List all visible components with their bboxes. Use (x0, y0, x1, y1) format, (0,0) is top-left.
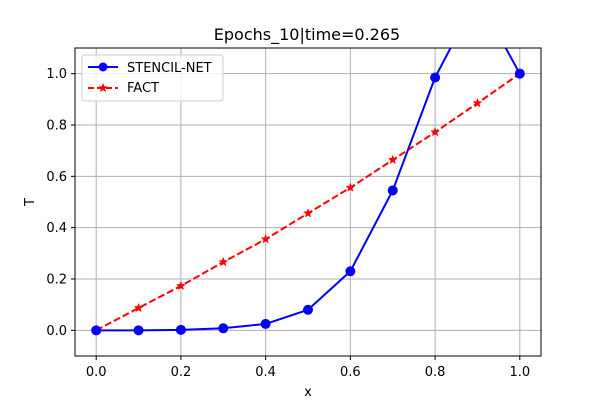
data-point-fact (387, 154, 398, 165)
data-point-fact (175, 280, 186, 291)
data-point-fact (430, 126, 441, 137)
data-point-stencil-net (218, 323, 229, 334)
y-tick-label: 0.8 (46, 119, 67, 134)
data-point-fact (345, 182, 356, 192)
data-point-stencil-net (430, 72, 441, 83)
data-point-stencil-net (133, 325, 144, 336)
data-point-fact (472, 97, 483, 108)
x-tick-label: 0.6 (340, 365, 361, 380)
legend-label-stencil-net: STENCIL-NET (127, 61, 212, 76)
data-point-fact (218, 256, 229, 267)
legend-marker-stencil-net (98, 62, 108, 72)
x-tick-label: 0.8 (425, 365, 446, 380)
x-tick-label: 1.0 (509, 365, 530, 380)
x-tick-label: 0.2 (171, 365, 192, 380)
data-point-fact (260, 234, 271, 244)
data-point-stencil-net (303, 304, 313, 315)
x-tick-label: 0.0 (86, 365, 107, 380)
data-point-stencil-net (91, 325, 102, 336)
y-tick-label: 0.4 (46, 221, 67, 236)
data-point-stencil-net (473, 0, 482, 1)
y-tick-label: 0.0 (46, 324, 67, 339)
x-axis-label: x (304, 385, 312, 400)
series-line-stencil-net (96, 48, 521, 332)
data-point-stencil-net (387, 185, 398, 196)
data-point-stencil-net (260, 318, 271, 329)
plot-frame (74, 47, 542, 357)
legend-marker-fact (98, 82, 108, 93)
data-point-stencil-net (514, 68, 525, 79)
y-tick-label: 1.0 (46, 67, 67, 82)
y-tick-label: 0.6 (46, 170, 67, 185)
legend: STENCIL-NET FACT (81, 54, 224, 102)
data-point-stencil-net (175, 324, 186, 335)
axis-ticks: 0.0 0.2 0.4 0.6 0.8 1.0 0.0 0.2 0.4 0.6 0.8 1.0 (46, 67, 530, 380)
data-point-fact (303, 208, 313, 218)
series-line-fact (95, 72, 521, 332)
data-point-stencil-net (345, 266, 356, 277)
chart-title: Epochs_10|time=0.265 (214, 25, 400, 45)
plot-series (91, 0, 525, 336)
x-tick-label: 0.4 (255, 365, 276, 380)
data-point-fact (133, 302, 144, 313)
legend-label-fact: FACT (127, 81, 159, 96)
y-tick-label: 0.2 (46, 273, 67, 288)
y-axis-label: T (23, 198, 38, 207)
